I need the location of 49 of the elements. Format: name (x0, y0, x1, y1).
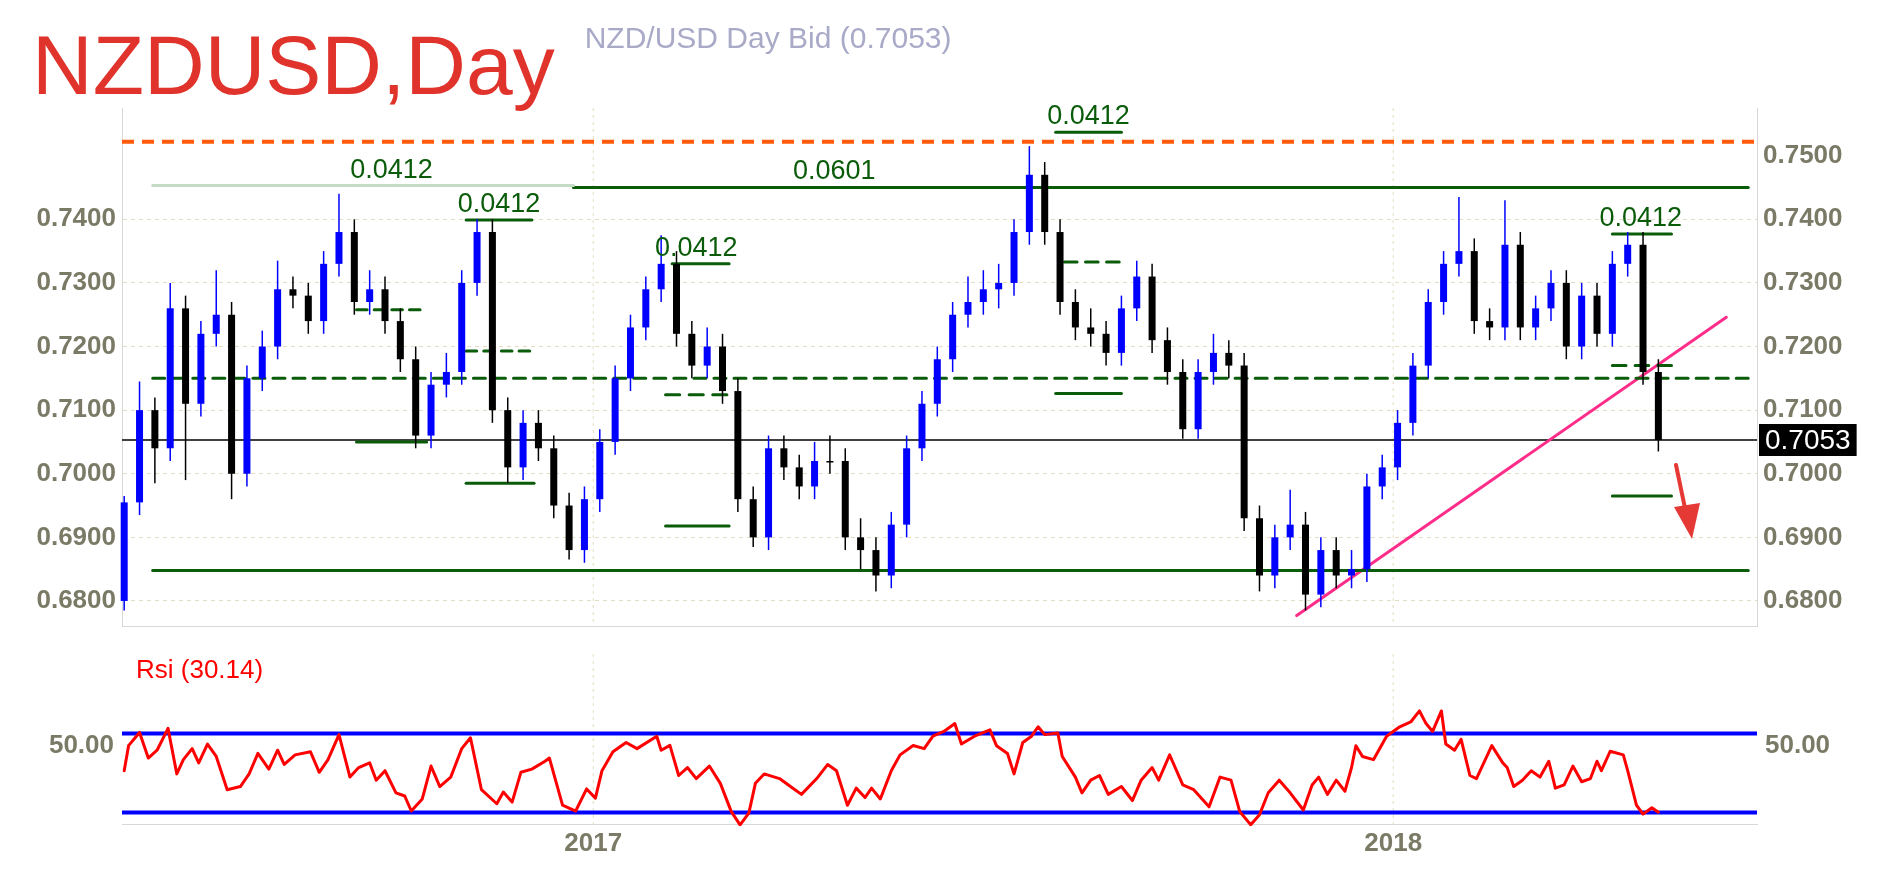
annotation: 0.0412 (1047, 100, 1130, 131)
y2-tick-label: 0.7000 (1763, 456, 1843, 487)
y-tick-label: 0.7400 (36, 202, 116, 233)
candlestick (979, 269, 987, 316)
text: 50.00 (1765, 728, 1831, 759)
candlestick (212, 269, 220, 348)
y2-tick-label: 0.7100 (1763, 393, 1843, 424)
candlestick (1225, 339, 1233, 380)
annotation: 0.0412 (1599, 201, 1683, 232)
y-tick-label: 0.7300 (36, 266, 116, 297)
candlestick (1486, 307, 1494, 341)
candlestick (289, 275, 297, 310)
chart-title: NZDUSD,Day (32, 18, 555, 112)
candlestick (995, 263, 1003, 310)
y2-tick-label: 0.6800 (1763, 584, 1843, 615)
candlestick (1209, 333, 1217, 386)
y2-tick-label: 0.7300 (1763, 266, 1843, 297)
y2-tick-label: 0.7200 (1763, 329, 1843, 360)
chart-subtitle: NZD/USD Day Bid (0.7053) (584, 21, 952, 54)
candlestick (1624, 231, 1632, 278)
candlestick (964, 275, 972, 329)
y-tick-label: 0.7200 (36, 329, 116, 360)
candlestick (795, 453, 803, 500)
y-tick-label: 0.6800 (36, 584, 116, 615)
y2-tick-label: 0.6900 (1763, 520, 1843, 551)
annotation: 0.0601 (793, 155, 876, 186)
x-tick-label: 2018 (1364, 826, 1423, 857)
candlestick (1348, 549, 1356, 589)
chart-title: Rsi (30.14) (136, 654, 264, 685)
ref-line-label: 0.7053 (1765, 423, 1851, 455)
annotation: 0.0412 (457, 187, 541, 218)
candlestick (442, 352, 450, 399)
y-tick-label: 0.6900 (36, 520, 116, 551)
candlestick (1102, 320, 1110, 367)
candlestick (1455, 196, 1463, 278)
text: 50.00 (48, 728, 114, 759)
y2-tick-label: 0.7400 (1763, 202, 1843, 233)
candlestick (857, 517, 865, 570)
candlestick (1378, 453, 1386, 500)
candlestick (1532, 294, 1540, 341)
y2-tick-label: 0.7500 (1763, 138, 1843, 169)
x-tick-label: 2017 (564, 826, 623, 857)
candlestick (703, 326, 711, 380)
y-tick-label: 0.7000 (36, 456, 116, 487)
annotation: 0.0412 (350, 153, 433, 184)
candlestick (1087, 307, 1095, 348)
y-tick-label: 0.7100 (36, 393, 116, 424)
candlestick (1286, 488, 1294, 551)
candlestick (366, 269, 374, 316)
